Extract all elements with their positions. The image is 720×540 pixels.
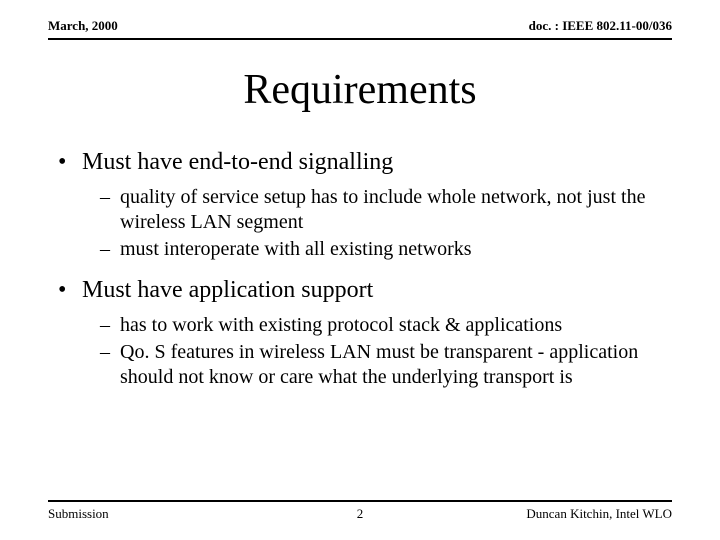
footer-left: Submission: [48, 506, 109, 522]
bullet-text: Must have end-to-end signalling: [82, 148, 672, 177]
header-date: March, 2000: [48, 18, 118, 34]
bullet-marker: •: [58, 276, 82, 305]
sub-text: Qo. S features in wireless LAN must be t…: [120, 340, 672, 390]
sub-item: – has to work with existing protocol sta…: [100, 313, 672, 338]
sub-item: – must interoperate with all existing ne…: [100, 237, 672, 262]
header-rule: [48, 38, 672, 40]
slide-title: Requirements: [0, 66, 720, 114]
sub-text: must interoperate with all existing netw…: [120, 237, 672, 262]
footer-rule: [48, 500, 672, 502]
slide-header: March, 2000 doc. : IEEE 802.11-00/036: [0, 0, 720, 38]
sub-item: – Qo. S features in wireless LAN must be…: [100, 340, 672, 390]
header-doc-id: doc. : IEEE 802.11-00/036: [529, 18, 672, 34]
sub-marker: –: [100, 313, 120, 338]
sub-item: – quality of service setup has to includ…: [100, 185, 672, 235]
sub-text: has to work with existing protocol stack…: [120, 313, 672, 338]
sub-marker: –: [100, 237, 120, 262]
footer-page-number: 2: [357, 506, 364, 522]
bullet-item: • Must have application support: [58, 276, 672, 305]
sub-marker: –: [100, 185, 120, 210]
sub-list: – quality of service setup has to includ…: [100, 185, 672, 262]
slide-content: • Must have end-to-end signalling – qual…: [0, 148, 720, 390]
footer-author: Duncan Kitchin, Intel WLO: [526, 506, 672, 522]
footer-row: Submission 2 Duncan Kitchin, Intel WLO: [48, 506, 672, 522]
sub-list: – has to work with existing protocol sta…: [100, 313, 672, 390]
sub-text: quality of service setup has to include …: [120, 185, 672, 235]
bullet-marker: •: [58, 148, 82, 177]
bullet-text: Must have application support: [82, 276, 672, 305]
bullet-item: • Must have end-to-end signalling: [58, 148, 672, 177]
slide-footer: Submission 2 Duncan Kitchin, Intel WLO: [0, 500, 720, 522]
sub-marker: –: [100, 340, 120, 365]
